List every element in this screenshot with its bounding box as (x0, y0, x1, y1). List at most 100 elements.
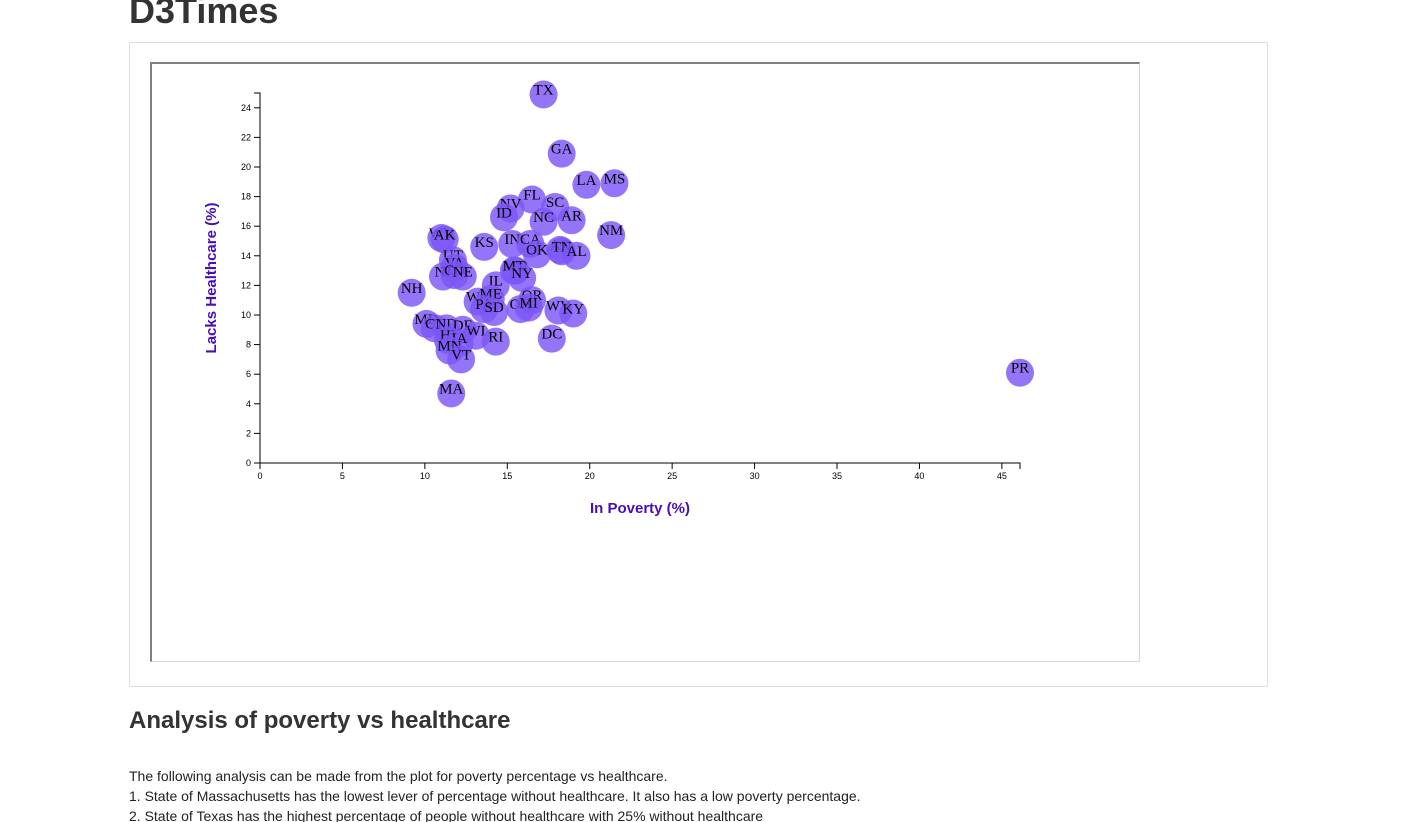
state-label: FL (523, 188, 541, 204)
x-tick-label: 0 (257, 471, 262, 481)
state-label: MA (439, 381, 463, 397)
state-marker (489, 203, 518, 232)
y-axis-title: Lacks Healthcare (%) (203, 203, 220, 354)
data-point-ms: MS (600, 169, 629, 198)
chart-card (129, 42, 1268, 687)
state-label: NC (533, 210, 554, 226)
chart-frame (150, 62, 1140, 662)
y-tick-label: 2 (246, 428, 251, 438)
state-label: PR (1011, 361, 1029, 377)
y-tick-label: 4 (246, 399, 251, 409)
state-label: NE (453, 265, 473, 281)
state-label: KY (562, 302, 584, 318)
y-tick-label: 8 (246, 340, 251, 350)
data-point-la: LA (572, 170, 601, 199)
state-label: RI (488, 330, 503, 346)
data-point-nc: NC (529, 207, 558, 236)
state-marker (529, 80, 558, 109)
data-point-pr: PR (1006, 358, 1034, 387)
state-marker (518, 185, 547, 214)
data-point-tx: TX (529, 80, 558, 109)
x-tick-label: 5 (340, 471, 345, 481)
data-points: TXGALAMSFLNVSCIDNCARNMWYAKINCAKSAZTNOKAL… (397, 80, 1034, 408)
state-label: VT (451, 347, 471, 363)
state-marker (529, 207, 558, 236)
state-marker (397, 278, 426, 307)
state-label: GA (551, 142, 573, 158)
data-point-ma: MA (437, 379, 466, 408)
state-label: SD (485, 300, 504, 316)
state-label: OK (526, 242, 548, 258)
y-tick-label: 10 (241, 310, 251, 320)
state-marker (597, 221, 626, 250)
data-point-ks: KS (470, 232, 499, 261)
y-tick-label: 16 (241, 221, 251, 231)
y-tick-label: 20 (241, 162, 251, 172)
y-tick-label: 14 (241, 251, 251, 261)
y-tick-label: 24 (241, 103, 251, 113)
data-point-ar: AR (557, 206, 586, 235)
x-axis-title: In Poverty (%) (590, 500, 690, 517)
state-label: AK (434, 228, 456, 244)
data-point-ga: GA (547, 139, 576, 168)
state-label: MS (604, 171, 626, 187)
state-marker (572, 170, 601, 199)
data-point-fl: FL (518, 185, 547, 214)
analysis-heading: Analysis of poverty vs healthcare (129, 707, 511, 734)
state-label: NM (599, 223, 623, 239)
state-marker (557, 206, 586, 235)
data-point-nm: NM (597, 221, 626, 250)
state-label: KS (475, 235, 494, 251)
state-marker (514, 293, 543, 322)
state-label: SC (546, 195, 564, 211)
x-tick-label: 35 (832, 471, 842, 481)
state-marker (437, 379, 466, 408)
x-axis-line (259, 462, 1021, 469)
analysis-line: The following analysis can be made from … (129, 768, 668, 784)
x-tick-label: 40 (914, 471, 924, 481)
state-label: AL (567, 244, 587, 260)
x-axis: 0 5 10 15 20 25 30 35 40 45 (257, 462, 1021, 481)
data-point-dc: DC (537, 324, 566, 353)
data-point-ky: KY (559, 299, 588, 328)
state-marker (600, 169, 629, 198)
state-marker (480, 298, 509, 327)
x-tick-label: 10 (420, 471, 430, 481)
state-marker (481, 327, 510, 356)
x-tick-label: 15 (502, 471, 512, 481)
analysis-text: The following analysis can be made from … (129, 766, 861, 822)
y-tick-label: 18 (241, 192, 251, 202)
state-marker (1006, 358, 1034, 387)
state-marker (562, 241, 591, 270)
state-marker (547, 139, 576, 168)
state-label: DC (541, 327, 562, 343)
analysis-line: 1. State of Massachusetts has the lowest… (129, 788, 861, 804)
state-label: NH (401, 281, 423, 297)
state-marker (447, 345, 476, 374)
state-label: MI (520, 296, 538, 312)
y-axis-line (254, 92, 261, 464)
data-point-ok: OK (522, 240, 551, 269)
data-point-sd: SD (480, 298, 509, 327)
state-marker (508, 264, 537, 292)
state-label: NY (511, 266, 533, 282)
data-point-al: AL (562, 241, 591, 270)
data-point-mi: MI (514, 293, 543, 322)
data-point-vt: VT (447, 345, 476, 374)
state-marker (537, 324, 566, 353)
state-label: IN (504, 232, 520, 248)
state-label: TX (534, 82, 554, 98)
analysis-line: 2. State of Texas has the highest percen… (129, 808, 764, 822)
y-tick-label: 6 (246, 369, 251, 379)
data-point-nh: NH (397, 278, 426, 307)
data-point-ny: NY (508, 264, 537, 292)
site-title: D3Times (129, 0, 279, 31)
state-label: LA (576, 173, 596, 189)
data-point-ne: NE (448, 262, 477, 291)
x-tick-label: 30 (750, 471, 760, 481)
y-tick-label: 12 (241, 280, 251, 290)
data-point-ri: RI (481, 327, 510, 356)
